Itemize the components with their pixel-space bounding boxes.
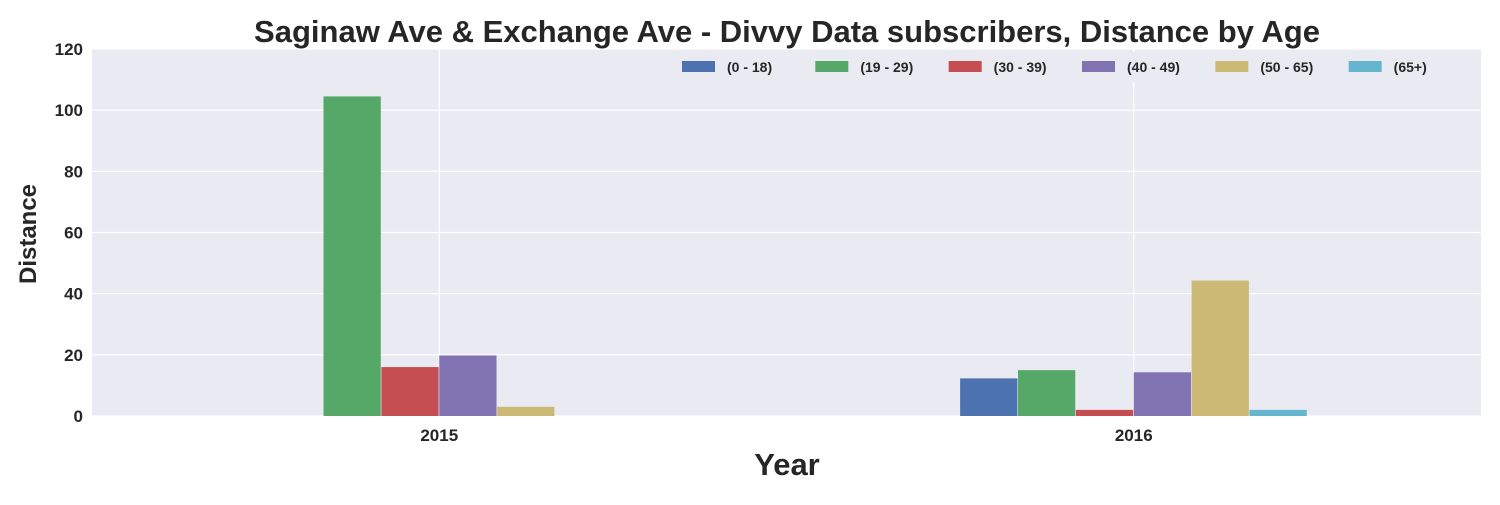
y-axis-label: Distance (15, 184, 42, 284)
legend-swatch (948, 61, 982, 72)
legend-label: (50 - 65) (1260, 59, 1313, 75)
y-tick-label: 40 (64, 285, 83, 304)
legend-swatch (1082, 61, 1115, 72)
legend-label: (65+) (1394, 59, 1427, 75)
legend-swatch (815, 61, 849, 72)
y-tick-label: 120 (55, 40, 83, 59)
x-tick-label: 2016 (1115, 426, 1153, 445)
legend-swatch (1348, 61, 1382, 72)
axis-ticks: 0 20 40 60 80 100 120 2015 2016 (55, 40, 1153, 445)
legend-label: (30 - 39) (994, 59, 1047, 75)
legend: (0 - 18) (19 - 29) (30 - 39) (40 - 49) (50 -… (675, 52, 1475, 82)
chart-title: Saginaw Ave & Exchange Ave - Divvy Data … (254, 14, 1320, 49)
legend-label: (0 - 18) (727, 59, 772, 75)
bar-2015-series-1 (323, 96, 381, 416)
y-tick-label: 0 (74, 407, 83, 426)
bar-2015-series-4 (497, 406, 555, 416)
y-tick-label: 80 (64, 162, 83, 181)
y-tick-label: 20 (64, 346, 83, 365)
bar-2016-series-4 (1191, 280, 1249, 416)
legend-label: (19 - 29) (860, 59, 913, 75)
bar-2016-series-2 (1075, 409, 1134, 416)
bar-2016-series-3 (1133, 372, 1192, 416)
bar-2016-series-1 (1018, 370, 1076, 416)
legend-box (675, 52, 1475, 82)
bar-2015-series-2 (381, 367, 439, 416)
legend-label: (40 - 49) (1127, 59, 1180, 75)
bar-2016-series-0 (960, 378, 1018, 416)
bar-2016-series-5 (1249, 409, 1307, 416)
x-axis-label: Year (754, 447, 820, 482)
bar-2015-series-3 (439, 355, 497, 416)
x-tick-label: 2015 (420, 426, 458, 445)
y-tick-label: 60 (64, 224, 83, 243)
y-tick-label: 100 (55, 101, 83, 120)
bars (323, 96, 1307, 416)
legend-swatch (1215, 61, 1249, 72)
legend-swatch (682, 61, 715, 72)
